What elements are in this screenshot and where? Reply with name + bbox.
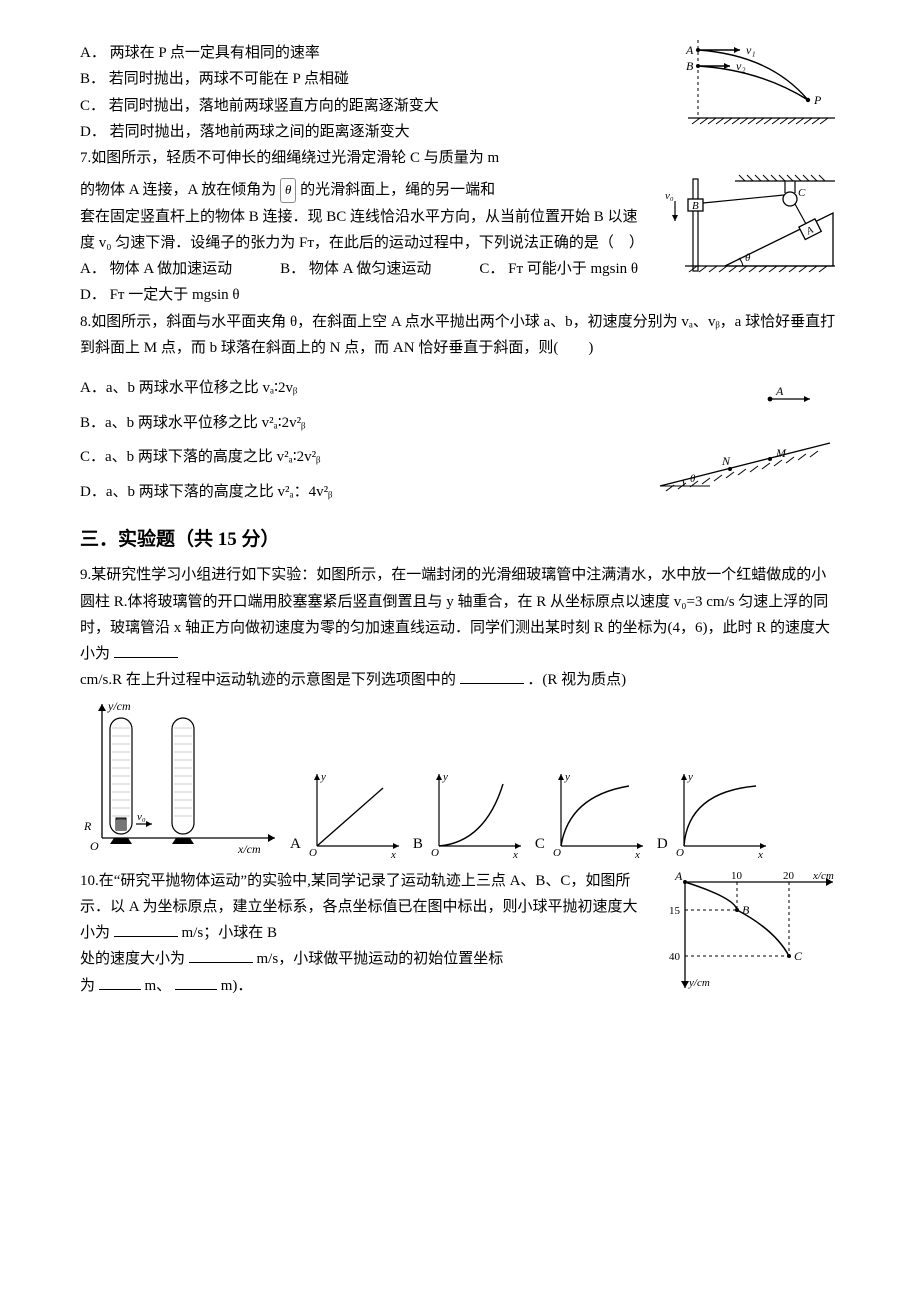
q10-blank-3 xyxy=(99,974,141,990)
q8-opt-A: A．a、b 两球水平位移之比 vₐ∶2vᵦ xyxy=(80,371,636,406)
q7-stem3: 套在固定竖直杆上的物体 B 连接．现 BC 连线恰沿水平方向，从当前位置开始 B… xyxy=(80,204,651,257)
q8-opt-D: D．a、b 两球下落的高度之比 v²ₐ：4v²ᵦ xyxy=(80,475,636,510)
q10-blank-2 xyxy=(189,947,253,963)
q9-choice-A-label: A xyxy=(290,831,301,857)
q9-curve-A: A O x y xyxy=(290,768,403,858)
svg-text:y: y xyxy=(442,771,448,783)
q9-choice-B-label: B xyxy=(413,831,423,857)
fig-label-B: B xyxy=(692,200,699,212)
fig-label-M: M xyxy=(775,446,787,460)
q8-options: A．a、b 两球水平位移之比 vₐ∶2vᵦ B．a、b 两球水平位移之比 v²ₐ… xyxy=(80,371,636,509)
q7-options: A． 物体 A 做加速运动 B． 物体 A 做匀速运动 C． Fᴛ 可能小于 m… xyxy=(80,256,651,309)
q8-figure: θ A M N xyxy=(650,371,840,501)
fig-label-v0: v₀ xyxy=(665,190,674,202)
fig-label-theta: θ xyxy=(745,252,751,264)
q10-stem2: 处的速度大小为 xyxy=(80,951,185,967)
svg-text:y: y xyxy=(320,771,326,783)
fig-label-v2: v₂ xyxy=(736,59,746,73)
q10-u2: m/s，小球做平抛运动的初始位置坐标 xyxy=(257,951,504,967)
fig-label-A: A xyxy=(685,43,694,57)
q7-block: 7.如图所示，轻质不可伸长的细绳绕过光滑定滑轮 C 与质量为 m 的物体 A 连… xyxy=(80,145,840,309)
fig-label-R: R xyxy=(83,819,92,833)
svg-text:O: O xyxy=(309,847,317,858)
q7-opt-C: C． Fᴛ 可能小于 mgsin θ xyxy=(479,256,638,282)
fig-label-xcm: x/cm xyxy=(237,842,261,856)
q9-stem3: ．(R 视为质点) xyxy=(527,672,626,688)
q7-stem2b: 的光滑斜面上，绳的另一端和 xyxy=(300,182,495,198)
fig-label-C: C xyxy=(798,187,806,199)
q9-curve-C: C O x y xyxy=(535,768,647,858)
svg-text:O: O xyxy=(553,847,561,858)
svg-text:x: x xyxy=(512,849,518,858)
q10-figure: 10 20 15 40 x/cm y/cm A B C xyxy=(665,868,840,998)
q9-choice-D-label: D xyxy=(657,831,668,857)
theta-icon: θ xyxy=(280,178,296,203)
q6-options: A． 两球在 P 点一定具有相同的速率 B． 若同时抛出，两球不可能在 P 点相… xyxy=(80,40,666,145)
q7-opt-A: A． 物体 A 做加速运动 xyxy=(80,256,232,282)
tick-15: 15 xyxy=(669,905,681,917)
svg-text:x: x xyxy=(634,849,640,858)
svg-text:x: x xyxy=(757,849,763,858)
fig-label-v1: v₁ xyxy=(746,43,756,57)
fig-label-v0: v₀ xyxy=(137,811,146,823)
q6-block: A． 两球在 P 点一定具有相同的速率 B． 若同时抛出，两球不可能在 P 点相… xyxy=(80,40,840,145)
q6-opt-B: B． 若同时抛出，两球不可能在 P 点相碰 xyxy=(80,66,666,92)
q9-curve-B: B O x y xyxy=(413,768,525,858)
fig-label-A: A xyxy=(674,869,683,883)
q10-block: 10.在“研究平抛物体运动”的实验中,某同学记录了运动轨迹上三点 A、B、C，如… xyxy=(80,868,840,999)
fig-label-ycm: y/cm xyxy=(688,977,710,989)
fig-label-P: P xyxy=(813,93,822,107)
q10-stem3b: m)． xyxy=(221,978,253,994)
fig-label-theta: θ xyxy=(690,473,696,485)
q9-block: 9.某研究性学习小组进行如下实验：如图所示，在一端封闭的光滑细玻璃管中注满清水，… xyxy=(80,562,840,857)
q6-opt-C: C． 若同时抛出，落地前两球竖直方向的距离逐渐变大 xyxy=(80,93,666,119)
q7-opt-D: D． Fᴛ 一定大于 mgsin θ xyxy=(80,282,240,308)
tick-40: 40 xyxy=(669,951,681,963)
q8-block: 8.如图所示，斜面与水平面夹角 θ，在斜面上空 A 点水平抛出两个小球 a、b，… xyxy=(80,309,840,510)
q10-stem3a: 为 xyxy=(80,978,95,994)
q9-figures-row: y/cm x/cm O xyxy=(80,698,840,858)
fig-label-B: B xyxy=(686,59,694,73)
q6-figure: A B v₁ v₂ P xyxy=(680,40,840,135)
q10-text: 10.在“研究平抛物体运动”的实验中,某同学记录了运动轨迹上三点 A、B、C，如… xyxy=(80,868,651,999)
q10-blank-1 xyxy=(114,921,178,937)
fig-label-ycm: y/cm xyxy=(107,699,131,713)
q10-blank-4 xyxy=(175,974,217,990)
q9-stem2: cm/s.R 在上升过程中运动轨迹的示意图是下列选项图中的 xyxy=(80,672,456,688)
q7-stem2a: 的物体 A 连接，A 放在倾角为 xyxy=(80,182,276,198)
section-3-heading: 三．实验题（共 15 分） xyxy=(80,523,840,556)
q7-figure: B C xyxy=(665,171,840,276)
q8-opt-B: B．a、b 两球水平位移之比 v²ₐ∶2v²ᵦ xyxy=(80,406,636,441)
fig-label-xcm: x/cm xyxy=(812,870,834,882)
svg-text:O: O xyxy=(676,847,684,858)
q8-stem: 8.如图所示，斜面与水平面夹角 θ，在斜面上空 A 点水平抛出两个小球 a、b，… xyxy=(80,309,840,362)
svg-text:y: y xyxy=(564,771,570,783)
q9-blank-speed xyxy=(114,642,178,658)
q8-opt-C: C．a、b 两球下落的高度之比 v²ₐ∶2v²ᵦ xyxy=(80,440,636,475)
tick-10: 10 xyxy=(731,870,743,882)
svg-text:O: O xyxy=(90,839,99,853)
q7-text: 的物体 A 连接，A 放在倾角为 θ 的光滑斜面上，绳的另一端和 套在固定竖直杆… xyxy=(80,171,651,308)
tick-20: 20 xyxy=(783,870,795,882)
q7-stem-line1: 7.如图所示，轻质不可伸长的细绳绕过光滑定滑轮 C 与质量为 m xyxy=(80,145,840,171)
svg-text:y: y xyxy=(687,771,693,783)
q9-curve-D: D O x y xyxy=(657,768,770,858)
q6-opt-A: A． 两球在 P 点一定具有相同的速率 xyxy=(80,40,666,66)
fig-label-A: A xyxy=(775,384,784,398)
q9-stem1: 9.某研究性学习小组进行如下实验：如图所示，在一端封闭的光滑细玻璃管中注满清水，… xyxy=(80,567,830,662)
q9-blank-choice xyxy=(460,668,524,684)
fig-label-C: C xyxy=(794,949,803,963)
q9-apparatus: y/cm x/cm O xyxy=(80,698,280,858)
svg-text:x: x xyxy=(390,849,396,858)
q7-opt-B: B． 物体 A 做匀速运动 xyxy=(280,256,431,282)
q10-stem3m: m、 xyxy=(145,978,172,994)
q6-opt-D: D． 若同时抛出，落地前两球之间的距离逐渐变大 xyxy=(80,119,666,145)
fig-label-B: B xyxy=(742,903,750,917)
svg-text:O: O xyxy=(431,847,439,858)
fig-label-N: N xyxy=(721,454,731,468)
q9-choice-C-label: C xyxy=(535,831,545,857)
q10-u1: m/s；小球在 B xyxy=(182,925,277,941)
